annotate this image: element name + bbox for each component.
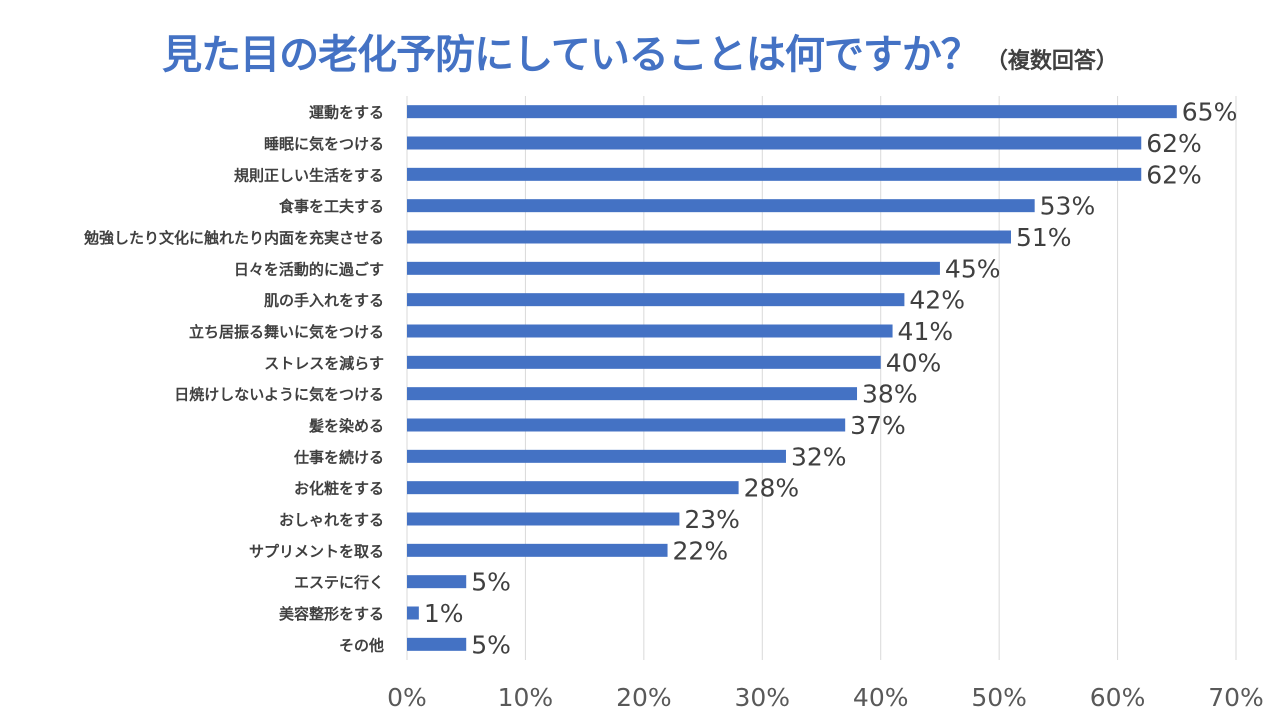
chart-subtitle: （複数回答） xyxy=(985,49,1118,74)
value-label-15: 5% xyxy=(471,568,511,597)
value-label-10: 37% xyxy=(850,411,906,440)
category-label-12: お化粧をする xyxy=(294,480,384,498)
x-tick-label-70: 70% xyxy=(1208,683,1264,712)
category-label-11: 仕事を続ける xyxy=(293,448,384,466)
category-label-7: 立ち居振る舞いに気をつける xyxy=(189,323,384,341)
category-label-15: エステに行く xyxy=(294,574,384,592)
x-axis-tick-labels: 0% 10% 20% 30% 40% 50% 60% 70% xyxy=(387,683,1264,712)
category-label-13: おしゃれをする xyxy=(279,511,384,529)
value-label-12: 28% xyxy=(744,474,800,503)
value-label-1: 62% xyxy=(1146,129,1202,158)
value-label-6: 42% xyxy=(909,286,965,315)
x-tick-label-20: 20% xyxy=(616,683,672,712)
bar-9 xyxy=(407,387,858,401)
value-label-0: 65% xyxy=(1182,98,1238,127)
x-tick-label-40: 40% xyxy=(853,683,909,712)
value-label-8: 40% xyxy=(886,348,942,377)
category-label-14: サプリメントを取る xyxy=(249,542,384,560)
bar-10 xyxy=(407,418,846,432)
value-label-13: 23% xyxy=(684,505,740,534)
category-label-1: 睡眠に気をつける xyxy=(264,135,384,153)
bar-11 xyxy=(407,449,786,463)
bar-16 xyxy=(407,606,419,620)
x-tick-label-30: 30% xyxy=(734,683,790,712)
category-label-0: 運動をする xyxy=(309,104,384,122)
bar-5 xyxy=(407,261,940,275)
bar-1 xyxy=(407,136,1142,150)
bar-0 xyxy=(407,105,1177,119)
bar-7 xyxy=(407,324,893,338)
chart-title: 見た目の老化予防にしていることは何ですか？ （複数回答） xyxy=(0,22,1280,80)
bar-15 xyxy=(407,575,467,589)
value-labels: 65%62%62%53%51%45%42%41%40%38%37%32%28%2… xyxy=(424,98,1238,660)
category-label-17: その他 xyxy=(339,636,384,654)
category-label-2: 規則正しい生活をする xyxy=(234,166,384,184)
bar-3 xyxy=(407,199,1035,213)
value-label-11: 32% xyxy=(791,442,847,471)
x-tick-label-0: 0% xyxy=(387,683,427,712)
bar-13 xyxy=(407,512,680,526)
category-labels: 運動をする睡眠に気をつける規則正しい生活をする食事を工夫する勉強したり文化に触れ… xyxy=(83,104,384,655)
bars xyxy=(407,105,1177,651)
category-label-6: 肌の手入れをする xyxy=(264,292,384,310)
chart-title-main: 見た目の老化予防にしていることは何ですか？ xyxy=(162,32,981,78)
bar-14 xyxy=(407,543,668,557)
category-label-9: 日焼けしないように気をつける xyxy=(174,386,384,404)
bar-6 xyxy=(407,293,905,307)
category-label-10: 髪を染める xyxy=(308,417,384,435)
bar-4 xyxy=(407,230,1011,244)
bar-17 xyxy=(407,637,467,651)
category-label-5: 日々を活動的に過ごす xyxy=(234,260,384,278)
value-label-17: 5% xyxy=(471,630,511,659)
value-label-14: 22% xyxy=(673,536,729,565)
value-label-5: 45% xyxy=(945,254,1001,283)
x-tick-label-10: 10% xyxy=(498,683,554,712)
value-label-2: 62% xyxy=(1146,160,1202,189)
bar-8 xyxy=(407,355,881,369)
category-label-3: 食事を工夫する xyxy=(279,198,384,216)
bar-2 xyxy=(407,167,1142,181)
value-label-3: 53% xyxy=(1040,192,1096,221)
bar-12 xyxy=(407,481,739,495)
gridlines xyxy=(406,96,1237,660)
value-label-4: 51% xyxy=(1016,223,1072,252)
category-label-4: 勉強したり文化に触れたり内面を充実させる xyxy=(83,229,384,247)
value-label-9: 38% xyxy=(862,380,918,409)
category-label-16: 美容整形をする xyxy=(279,605,384,623)
x-tick-label-50: 50% xyxy=(971,683,1027,712)
value-label-7: 41% xyxy=(898,317,954,346)
x-tick-label-60: 60% xyxy=(1090,683,1146,712)
value-label-16: 1% xyxy=(424,599,464,628)
category-label-8: ストレスを減らす xyxy=(264,354,384,372)
